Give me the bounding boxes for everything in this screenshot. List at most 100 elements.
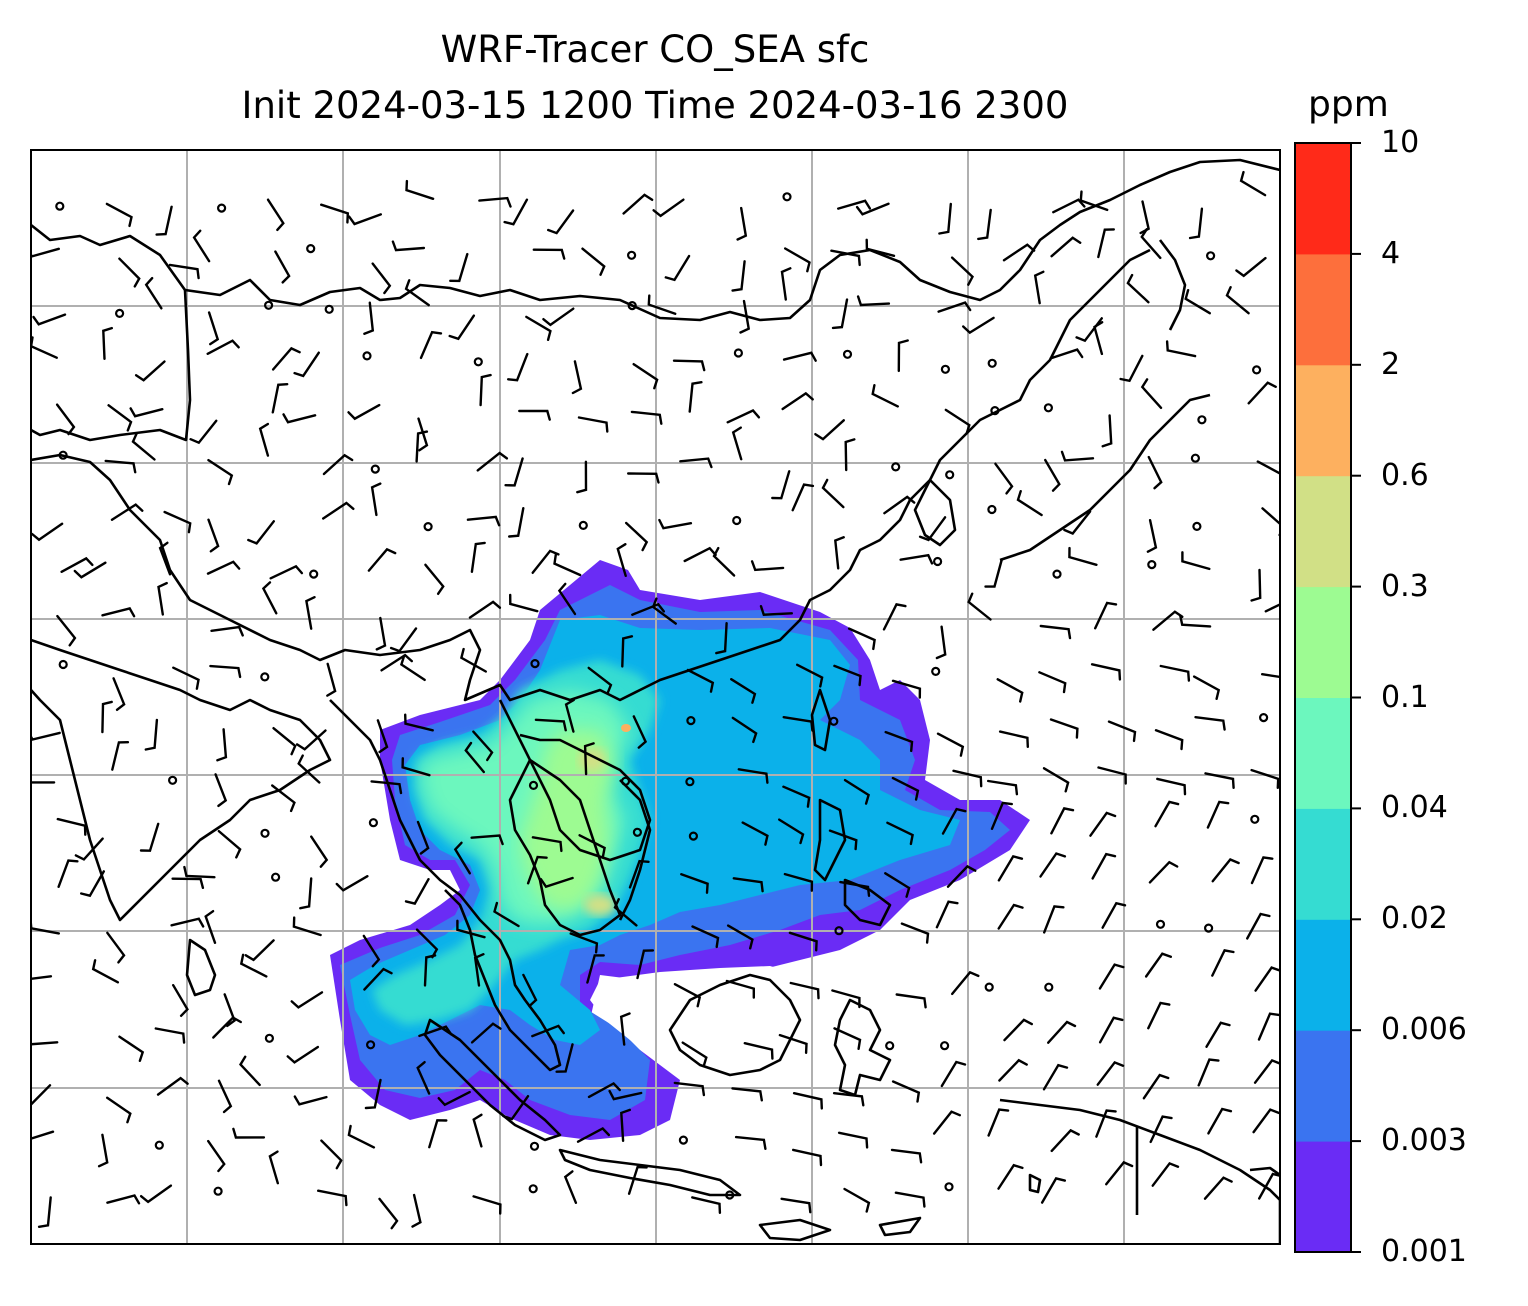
wind-barb <box>111 741 130 771</box>
wind-barb <box>118 1035 145 1062</box>
wind-barb <box>207 458 234 486</box>
wind-barb <box>732 877 764 893</box>
wind-barb <box>578 834 606 858</box>
wind-barb <box>60 556 94 573</box>
wind-barb <box>271 346 301 371</box>
wind-barb <box>691 1196 722 1214</box>
wind-barb <box>370 482 382 517</box>
wind-barb <box>731 716 758 744</box>
wind-barb <box>951 970 980 996</box>
wind-barb <box>950 256 974 286</box>
wind-barb <box>55 403 76 436</box>
wind-barb <box>576 1127 611 1143</box>
wind-barb <box>679 457 713 469</box>
wind-barb <box>380 653 413 672</box>
wind-barb <box>990 801 1013 830</box>
wind-barb <box>1063 510 1092 535</box>
wind-barb <box>134 360 166 382</box>
wind-barb <box>232 1127 266 1139</box>
wind-barb <box>619 1012 631 1046</box>
wind-barb <box>286 1045 320 1064</box>
coastlines <box>31 158 1280 1244</box>
wind-barb <box>890 1148 923 1164</box>
wind-barb <box>31 1041 59 1046</box>
calm-wind-marker <box>423 521 433 532</box>
calm-wind-marker <box>1155 919 1166 929</box>
calm-wind-marker <box>217 203 227 213</box>
wind-barb <box>399 654 426 682</box>
wind-barb <box>782 785 811 808</box>
colorbar-unit-label: ppm <box>1308 84 1389 125</box>
wind-barb <box>555 1043 574 1073</box>
calm-wind-marker <box>1052 569 1062 579</box>
wind-barb <box>376 719 389 754</box>
wind-barb <box>31 781 56 784</box>
wind-barb <box>1247 381 1277 405</box>
colorbar-segment <box>1295 364 1351 477</box>
wind-barb <box>472 730 494 762</box>
wind-barb <box>750 560 785 572</box>
calm-wind-marker <box>685 777 695 787</box>
colorbar-tick-label: 0.6 <box>1381 457 1429 493</box>
wind-barb <box>1205 1021 1231 1048</box>
wind-barb <box>206 560 241 575</box>
wind-barb <box>651 597 677 625</box>
wind-barb <box>258 422 270 457</box>
wind-barb <box>1152 610 1184 631</box>
calm-wind-marker <box>990 406 1000 416</box>
wind-barb <box>214 773 228 808</box>
wind-barb <box>891 776 920 801</box>
wind-barb <box>1194 716 1226 731</box>
wind-barb <box>627 472 660 484</box>
calm-wind-marker <box>529 1141 540 1151</box>
wind-barb <box>1147 1001 1171 1030</box>
calm-wind-marker <box>528 780 539 791</box>
wind-barb <box>508 507 525 538</box>
wind-barb <box>632 363 659 390</box>
colorbar-tick-label: 0.006 <box>1381 1012 1467 1048</box>
wind-barb <box>987 779 1019 796</box>
wind-barb <box>884 730 914 753</box>
wind-barb <box>725 979 755 999</box>
wind-barb <box>168 263 200 280</box>
wind-barb <box>631 602 665 616</box>
calm-wind-marker <box>309 569 319 579</box>
wind-barb <box>1192 675 1221 700</box>
calm-wind-marker <box>627 301 637 311</box>
wind-barb <box>1101 414 1113 448</box>
wind-barb <box>476 451 509 472</box>
wind-barb <box>31 1130 55 1140</box>
wind-barb <box>31 975 53 981</box>
wind-barb <box>1250 768 1280 789</box>
calm-wind-marker <box>944 1182 954 1192</box>
calm-wind-marker <box>688 831 699 841</box>
wind-barb <box>105 202 133 228</box>
wind-barb <box>31 522 64 542</box>
calm-wind-marker <box>987 358 997 368</box>
wind-barb <box>1097 766 1127 785</box>
wind-barb <box>204 910 217 944</box>
colorbar-tick-label: 0.001 <box>1381 1234 1467 1269</box>
wind-barb <box>1140 378 1163 409</box>
wind-barb <box>891 1080 921 1103</box>
wind-barb <box>1148 860 1179 884</box>
wind-barb <box>106 931 126 964</box>
wind-barb <box>652 198 685 218</box>
wind-barb <box>782 351 817 362</box>
wind-barb <box>664 254 691 282</box>
wind-barb <box>625 521 649 552</box>
wind-barb <box>781 391 814 411</box>
calm-wind-marker <box>932 556 943 567</box>
wind-barb <box>743 1042 774 1060</box>
co-contour-03b <box>584 894 616 916</box>
wind-barb <box>389 627 418 653</box>
wind-barb <box>563 1170 578 1204</box>
wind-barb <box>80 870 105 898</box>
wind-barb <box>295 729 327 751</box>
wind-barb <box>157 581 168 616</box>
wind-barb <box>326 662 337 697</box>
wind-barb <box>261 581 278 615</box>
wind-barb <box>1003 1018 1033 1042</box>
wind-barb <box>691 925 720 949</box>
